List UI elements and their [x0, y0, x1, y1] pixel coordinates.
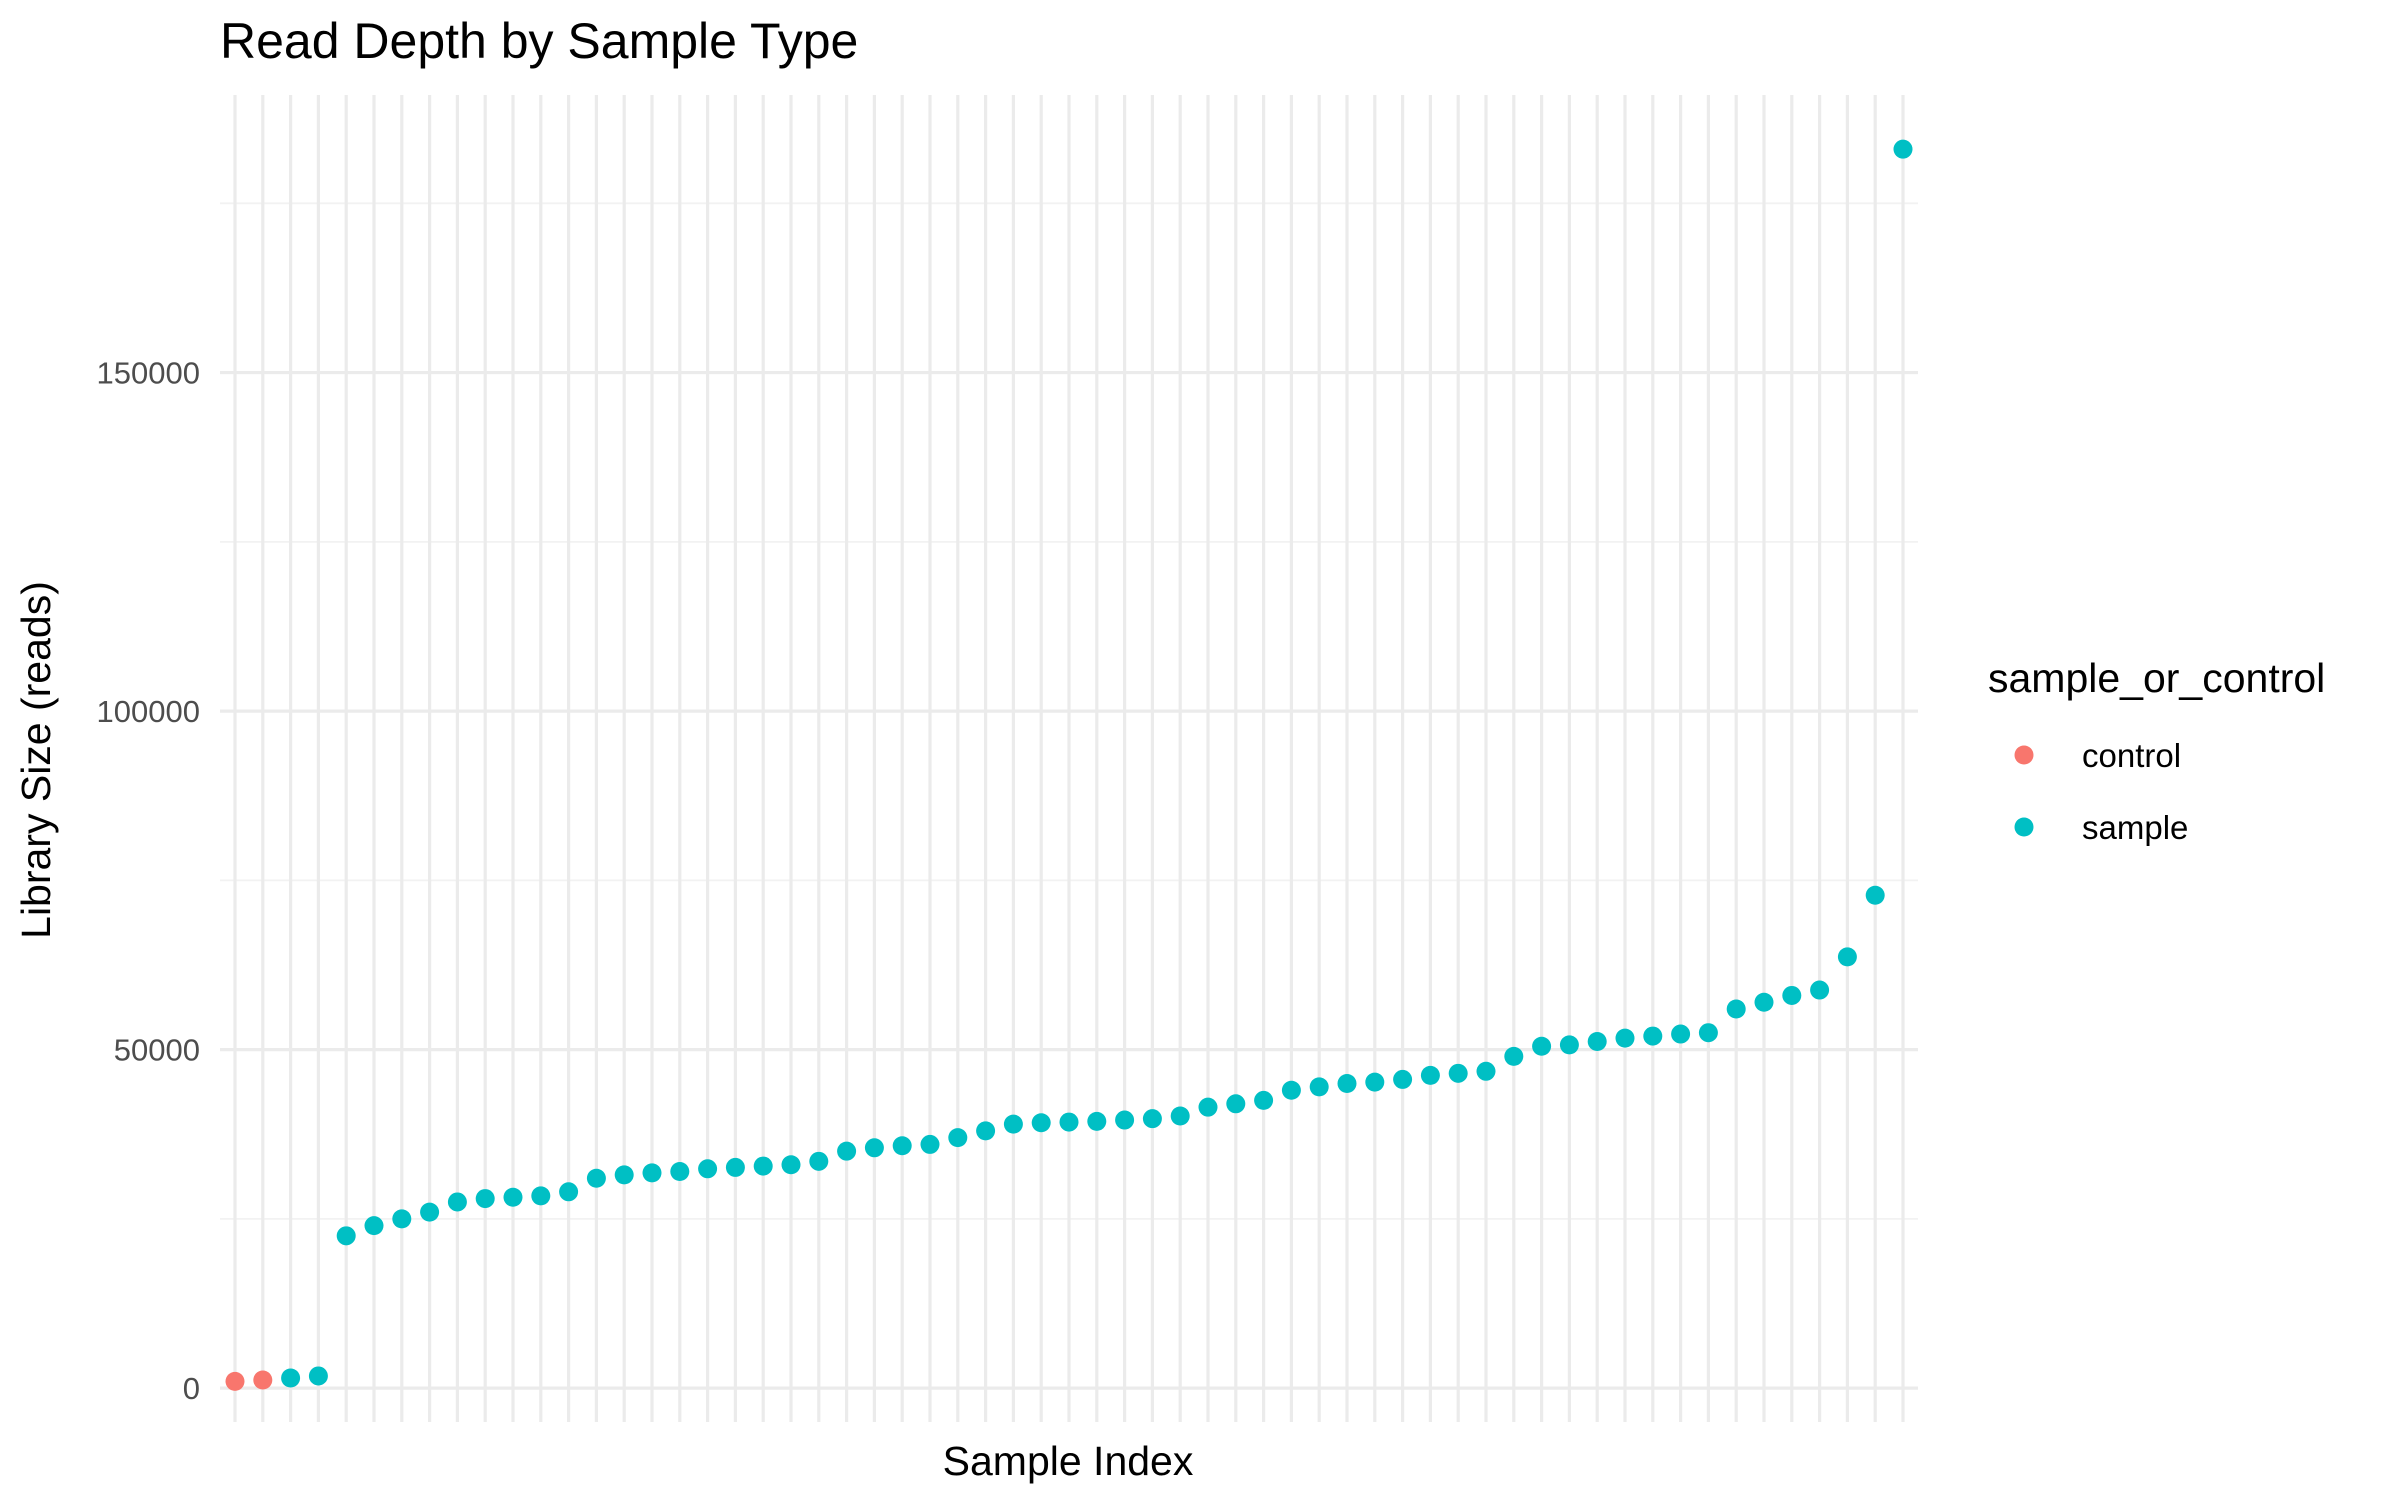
sample-point: [1281, 1080, 1301, 1100]
sample-point: [1532, 1036, 1552, 1056]
sample-point: [976, 1121, 996, 1141]
sample-point: [364, 1216, 384, 1236]
sample-point: [1698, 1023, 1718, 1043]
sample-point: [1810, 980, 1830, 1000]
sample-point: [1504, 1046, 1524, 1066]
sample-point: [420, 1202, 440, 1222]
grid-layer: [220, 95, 1918, 1422]
sample-point: [475, 1189, 495, 1209]
sample-point: [614, 1165, 634, 1185]
legend-title: sample_or_control: [1988, 655, 2325, 701]
sample-point: [281, 1368, 301, 1388]
legend-entries: control sample: [2014, 737, 2188, 846]
sample-point: [1615, 1028, 1635, 1048]
sample-point: [837, 1141, 857, 1161]
sample-point: [1782, 985, 1802, 1005]
sample-point: [892, 1136, 912, 1156]
sample-point: [642, 1163, 662, 1183]
y-axis-title: Library Size (reads): [13, 581, 59, 939]
sample-point: [1643, 1026, 1663, 1046]
sample-point: [1031, 1113, 1051, 1133]
y-tick-label: 0: [183, 1371, 200, 1406]
sample-point: [948, 1128, 968, 1148]
sample-point: [1254, 1090, 1274, 1110]
sample-point: [1142, 1109, 1162, 1129]
control-point: [225, 1371, 245, 1391]
sample-point: [1059, 1112, 1079, 1132]
sample-point: [531, 1186, 551, 1206]
sample-point: [698, 1159, 718, 1179]
sample-point: [447, 1192, 467, 1212]
control-point: [253, 1370, 273, 1390]
sample-point: [1337, 1073, 1357, 1093]
sample-point: [1198, 1097, 1218, 1117]
sample-point: [503, 1187, 523, 1207]
sample-point: [1671, 1024, 1691, 1044]
sample-point: [1587, 1032, 1607, 1052]
sample-point: [1087, 1111, 1107, 1131]
sample-point: [308, 1366, 328, 1386]
legend-label-sample: sample: [2082, 809, 2188, 846]
sample-point: [1170, 1106, 1190, 1126]
sample-point: [1226, 1094, 1246, 1114]
sample-point: [1559, 1035, 1579, 1055]
y-tick-label: 150000: [97, 356, 200, 391]
sample-point: [1754, 992, 1774, 1012]
sample-point: [1365, 1072, 1385, 1092]
sample-point: [1309, 1077, 1329, 1097]
sample-point: [1115, 1110, 1135, 1130]
sample-point: [753, 1156, 773, 1176]
sample-point: [809, 1151, 829, 1171]
sample-point: [1448, 1063, 1468, 1083]
sample-point: [1003, 1114, 1023, 1134]
sample-point: [586, 1168, 606, 1188]
legend: sample_or_control control sample: [1988, 655, 2325, 846]
chart-title: Read Depth by Sample Type: [220, 13, 858, 69]
sample-point: [1893, 139, 1913, 159]
y-tick-labels: 0 50000 100000 150000: [97, 356, 200, 1407]
legend-key-control: [2014, 745, 2034, 765]
sample-point: [559, 1182, 579, 1202]
points-layer: [225, 139, 1913, 1391]
sample-point: [781, 1155, 801, 1175]
y-tick-label: 50000: [114, 1033, 200, 1068]
sample-point: [864, 1138, 884, 1158]
sample-point: [1837, 947, 1857, 967]
x-axis-title: Sample Index: [943, 1438, 1194, 1484]
sample-point: [392, 1209, 412, 1229]
sample-point: [725, 1157, 745, 1177]
sample-point: [920, 1134, 940, 1154]
sample-point: [1420, 1065, 1440, 1085]
sample-point: [1865, 885, 1885, 905]
legend-key-sample: [2014, 817, 2034, 837]
sample-point: [1393, 1069, 1413, 1089]
legend-label-control: control: [2082, 737, 2181, 774]
sample-point: [1726, 999, 1746, 1019]
sample-point: [336, 1226, 356, 1246]
sample-point: [670, 1161, 690, 1181]
sample-point: [1476, 1061, 1496, 1081]
y-tick-label: 100000: [97, 694, 200, 729]
